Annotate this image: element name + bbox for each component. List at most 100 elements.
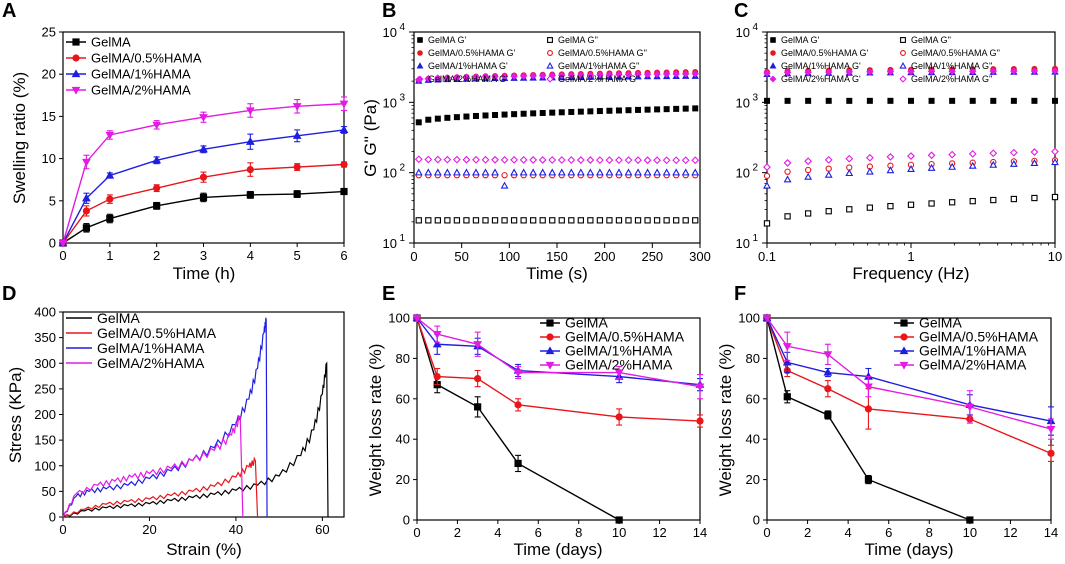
data-point bbox=[691, 70, 699, 78]
data-point bbox=[596, 108, 603, 115]
data-point bbox=[644, 106, 651, 113]
data-point bbox=[696, 417, 704, 425]
data-point bbox=[805, 97, 812, 104]
data-point bbox=[511, 111, 518, 118]
series-gelma-0-5-hama bbox=[59, 160, 348, 247]
legend-label: GelMA/1%HAMA G' bbox=[428, 61, 508, 71]
data-point bbox=[576, 168, 585, 176]
data-point bbox=[199, 193, 208, 202]
y-tick-label: 100 bbox=[34, 458, 56, 473]
data-point bbox=[691, 168, 700, 176]
x-tick-label: 1 bbox=[106, 248, 113, 263]
data-point bbox=[474, 403, 482, 411]
data-point bbox=[510, 217, 518, 224]
data-point bbox=[414, 155, 423, 164]
data-point bbox=[58, 239, 68, 248]
data-point bbox=[530, 110, 537, 117]
data-point bbox=[539, 109, 546, 116]
legend-marker bbox=[900, 50, 906, 56]
legend: GelMA G' GelMA G'' GelMA/0.5%HAMA G' GelMA/… bbox=[769, 35, 1000, 84]
data-point bbox=[339, 100, 349, 109]
data-point bbox=[152, 121, 162, 130]
data-point bbox=[625, 107, 632, 114]
data-point bbox=[783, 68, 792, 77]
legend-label: GelMA/2%HAMA bbox=[91, 83, 191, 98]
data-point bbox=[695, 383, 705, 392]
data-point bbox=[549, 217, 556, 224]
legend-marker bbox=[899, 61, 907, 69]
data-point bbox=[907, 201, 915, 208]
x-axis-title: Strain (%) bbox=[166, 540, 242, 559]
legend-label: GelMA/2%HAMA G' bbox=[428, 74, 508, 84]
data-point bbox=[586, 168, 595, 176]
y-tick-label: 150 bbox=[34, 433, 56, 448]
y-tick-label: 20 bbox=[42, 67, 56, 82]
data-point bbox=[472, 168, 480, 176]
y-tick-exponent: 2 bbox=[752, 163, 758, 174]
data-point bbox=[492, 112, 499, 119]
series-line bbox=[766, 317, 1052, 422]
x-tick-label: 8 bbox=[575, 525, 582, 540]
data-point bbox=[596, 156, 604, 164]
y-axis-title: G' G'' (Pa) bbox=[361, 99, 380, 177]
series-line bbox=[62, 129, 345, 244]
data-point bbox=[643, 70, 652, 78]
data-point bbox=[965, 403, 975, 412]
data-point bbox=[864, 475, 873, 484]
data-point bbox=[1031, 194, 1038, 202]
data-point bbox=[519, 72, 528, 80]
stress-curve-1 bbox=[62, 361, 329, 518]
data-point bbox=[1010, 195, 1018, 203]
data-point bbox=[245, 137, 255, 145]
y-tick-label: 10 bbox=[736, 95, 750, 110]
data-point bbox=[907, 152, 915, 160]
y-tick-exponent: 1 bbox=[399, 233, 405, 244]
x-tick-label: 12 bbox=[652, 525, 666, 540]
data-point bbox=[199, 114, 208, 122]
stress-curve-3 bbox=[62, 317, 268, 518]
data-point bbox=[500, 155, 509, 164]
data-point bbox=[340, 187, 348, 196]
data-point bbox=[538, 168, 547, 176]
data-point bbox=[615, 70, 623, 79]
data-point bbox=[433, 372, 441, 381]
y-tick-exponent: 1 bbox=[752, 233, 758, 244]
y-tick-label: 40 bbox=[396, 432, 410, 447]
data-point bbox=[500, 72, 509, 81]
data-point bbox=[432, 339, 442, 348]
data-point bbox=[415, 119, 422, 126]
data-point bbox=[424, 168, 433, 176]
data-point bbox=[587, 217, 594, 224]
data-point bbox=[586, 71, 595, 79]
data-point bbox=[500, 181, 509, 189]
legend-marker bbox=[72, 54, 80, 62]
data-point bbox=[887, 203, 894, 210]
data-point bbox=[1030, 158, 1039, 167]
data-point bbox=[681, 168, 690, 176]
legend-label: GelMA/2%HAMA G'' bbox=[911, 74, 993, 84]
data-point bbox=[425, 116, 432, 123]
data-point bbox=[625, 217, 632, 224]
data-point bbox=[415, 217, 422, 224]
data-point bbox=[605, 71, 614, 79]
data-point bbox=[672, 156, 681, 165]
data-point bbox=[434, 115, 441, 122]
data-point bbox=[969, 197, 976, 205]
data-point bbox=[886, 166, 895, 174]
data-point bbox=[887, 97, 894, 104]
data-point bbox=[474, 374, 482, 383]
legend-label: GelMA/0.5%HAMA bbox=[565, 329, 685, 345]
data-point bbox=[624, 156, 633, 165]
data-point bbox=[634, 70, 642, 79]
data-point bbox=[577, 217, 584, 224]
data-point bbox=[804, 68, 812, 76]
panel-letter-f: F bbox=[734, 283, 746, 305]
legend-label: GelMA bbox=[91, 35, 131, 50]
data-point bbox=[491, 168, 499, 176]
x-tick-label: 3 bbox=[200, 248, 207, 263]
x-tick-label: 20 bbox=[142, 522, 156, 537]
data-point bbox=[514, 459, 522, 468]
data-point bbox=[653, 217, 661, 224]
data-point bbox=[576, 156, 585, 164]
data-point bbox=[520, 217, 527, 224]
